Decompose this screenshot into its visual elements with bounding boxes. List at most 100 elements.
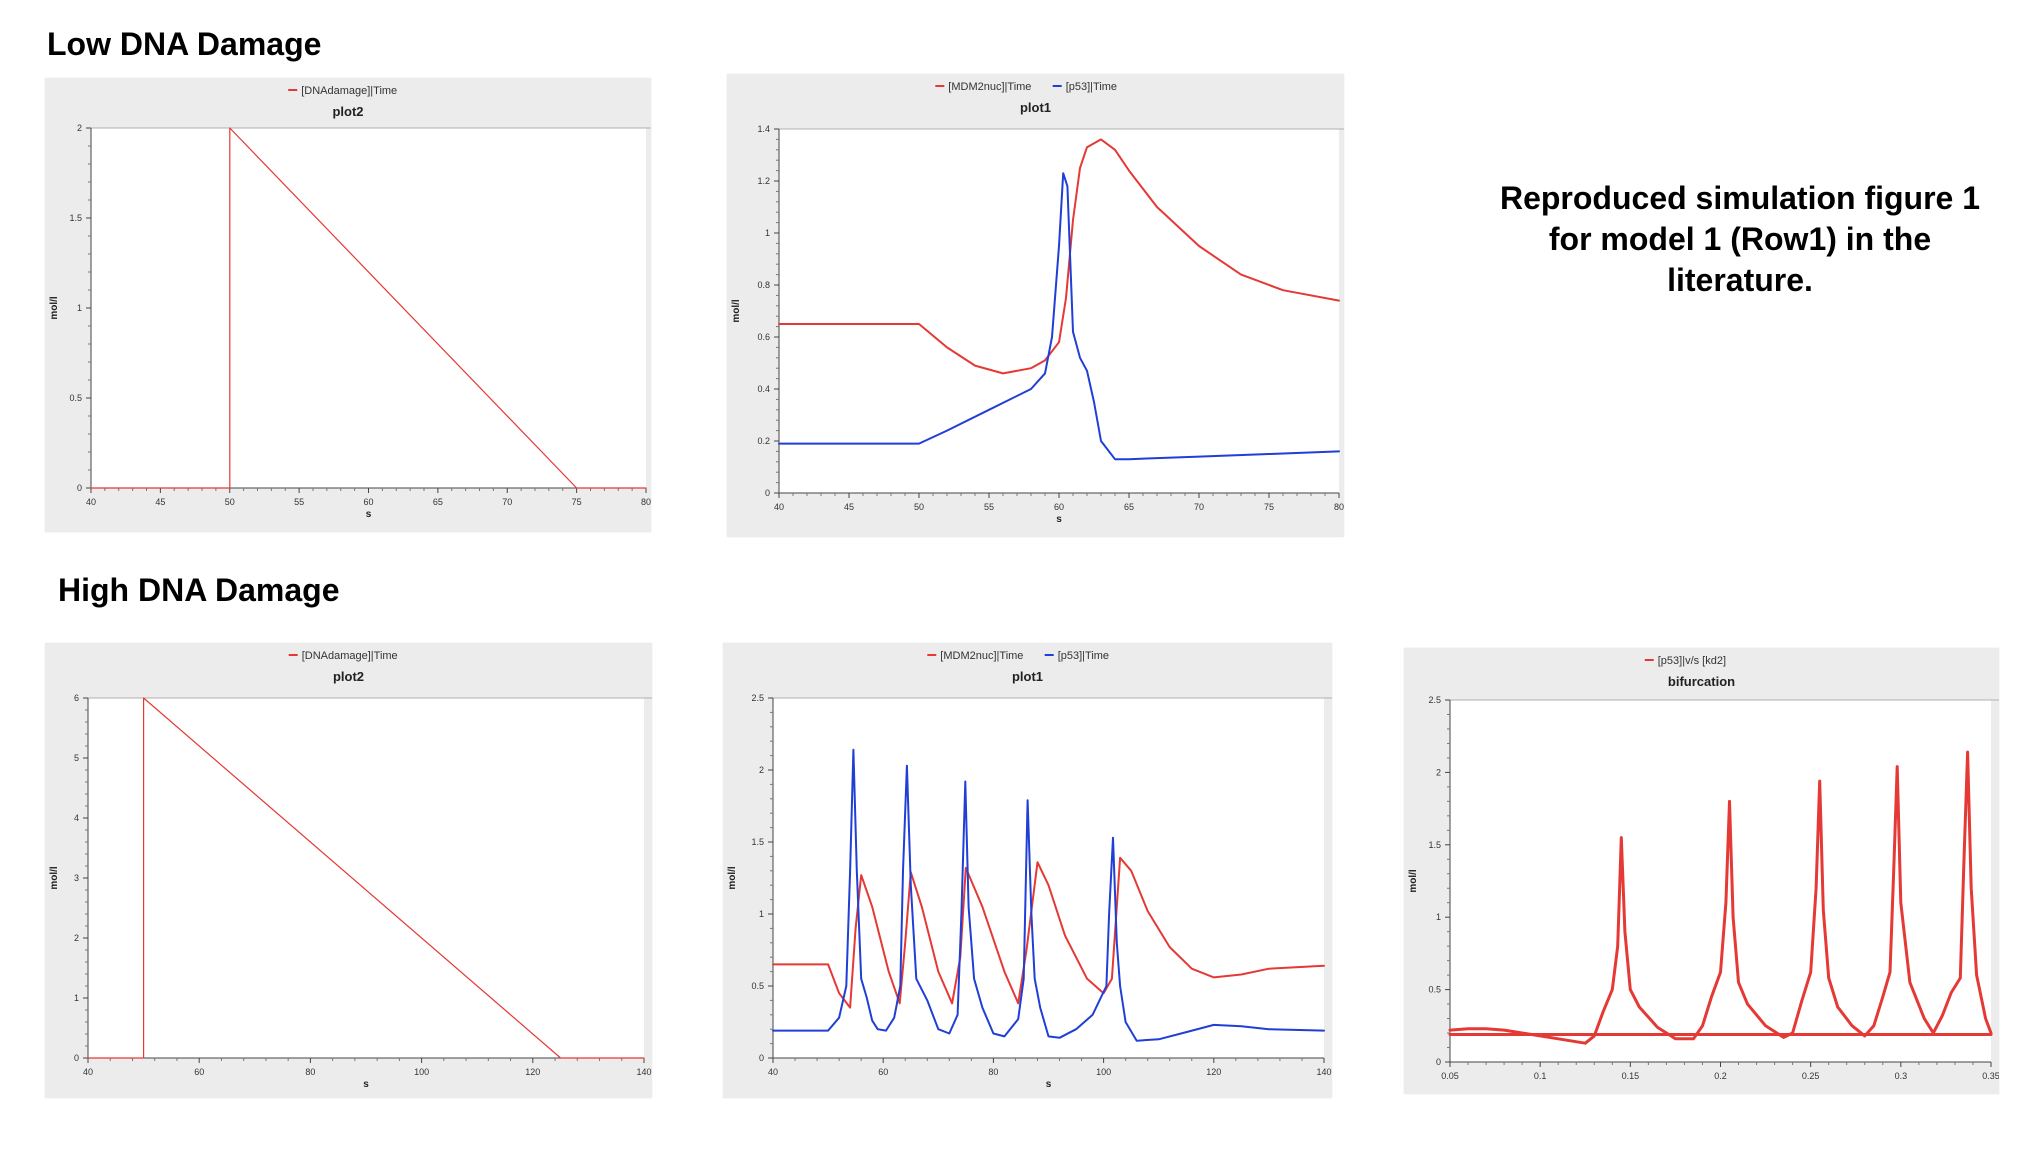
chart-high-p53-mdm2-svg: [MDM2nuc]|Time [p53]|Time plot1 0 0.5 1 1.5 2 2.… (727, 650, 1332, 1090)
low_dna-plot-area (91, 128, 646, 488)
low_p53-x-tick-label-7: 75 (1264, 502, 1274, 512)
high_p53-legend: [MDM2nuc]|Time [p53]|Time (927, 650, 1109, 662)
low_p53-x-tick-label-1: 45 (844, 502, 854, 512)
bifurcation-title: bifurcation (1668, 674, 1735, 689)
low_p53-y-tick-label-4: 0.8 (757, 280, 770, 290)
chart-high-dna-damage: [DNAdamage]|Time plot2 0 1 2 3 4 5 6 40 60 80 100 120… (45, 643, 652, 1098)
low_dna-x-tick-label-8: 80 (641, 497, 651, 507)
bifurcation-y-tick-label-4: 2 (1436, 767, 1441, 777)
low_dna-x-tick-label-1: 45 (155, 497, 165, 507)
low_dna-title: plot2 (332, 104, 363, 119)
bifurcation-x-tick-label-6: 0.35 (1982, 1071, 1999, 1081)
low_dna-series-line-0 (90, 127, 647, 489)
low_dna-y-axis-label: mol/l (49, 296, 60, 320)
bifurcation-series-line-0 (1448, 750, 1993, 1045)
high_dna-series-line-0 (87, 697, 645, 1059)
low_p53-y-tick-label-1: 0.2 (757, 436, 770, 446)
bifurcation-x-tick-label-5: 0.3 (1895, 1071, 1908, 1081)
high_p53-series-line-1 (772, 748, 1325, 1042)
high_dna-x-tick-label-1: 60 (194, 1067, 204, 1077)
low_dna-y-tick-label-4: 2 (77, 123, 82, 133)
low_p53-x-tick-label-4: 60 (1054, 502, 1064, 512)
low_dna-x-tick-label-2: 50 (225, 497, 235, 507)
low_p53-series-line-1 (778, 172, 1340, 461)
high_dna-y-tick-label-5: 5 (74, 753, 79, 763)
high_p53-y-tick-label-5: 2.5 (751, 693, 764, 703)
high_dna-legend-label-0: [DNAdamage]|Time (302, 650, 398, 662)
low_dna-x-tick-label-5: 65 (433, 497, 443, 507)
high_dna-x-axis-label: s (363, 1079, 369, 1090)
low_dna-y-tick-label-3: 1.5 (69, 213, 82, 223)
high_p53-y-tick-label-2: 1 (759, 909, 764, 919)
high_p53-plot-area (773, 698, 1324, 1058)
low_p53-x-tick-label-6: 70 (1194, 502, 1204, 512)
chart-low-dna-damage: [DNAdamage]|Time plot2 0 0.5 1 1.5 2 40 45 50 55 60… (45, 78, 651, 532)
bifurcation-x-tick-label-2: 0.15 (1622, 1071, 1640, 1081)
bifurcation-y-axis-label: mol/l (1408, 869, 1419, 893)
low_p53-y-tick-label-0: 0 (765, 488, 770, 498)
high_dna-x-tick-label-4: 120 (525, 1067, 540, 1077)
figure-note: Reproduced simulation figure 1 for model… (1430, 178, 2032, 301)
high_dna-y-axis-label: mol/l (49, 866, 60, 890)
high_dna-y-tick-label-1: 1 (74, 993, 79, 1003)
low_p53-y-tick-label-2: 0.4 (757, 384, 770, 394)
bifurcation-y-tick-label-5: 2.5 (1428, 695, 1441, 705)
bifurcation-x-tick-label-0: 0.05 (1441, 1071, 1459, 1081)
low_p53-x-tick-label-2: 50 (914, 502, 924, 512)
low_p53-x-tick-label-8: 80 (1334, 502, 1344, 512)
bifurcation-legend: [p53]|v/s [kd2] (1644, 655, 1726, 667)
bifurcation-legend-label-0: [p53]|v/s [kd2] (1658, 655, 1726, 667)
high_dna-title: plot2 (333, 669, 364, 684)
high_p53-y-tick-label-4: 2 (759, 765, 764, 775)
chart-high-dna-damage-svg: [DNAdamage]|Time plot2 0 1 2 3 4 5 6 40 60 80 100 120… (49, 650, 652, 1090)
high_p53-x-tick-label-5: 140 (1316, 1067, 1331, 1077)
high_p53-series-line-0 (772, 856, 1325, 1009)
high_p53-legend-label-0: [MDM2nuc]|Time (940, 650, 1023, 662)
high_p53-x-tick-label-4: 120 (1206, 1067, 1221, 1077)
heading-low-dna-damage: Low DNA Damage (47, 26, 322, 62)
heading-high-dna-damage: High DNA Damage (58, 572, 340, 608)
bifurcation-y-tick-label-0: 0 (1436, 1057, 1441, 1067)
bifurcation-x-tick-label-4: 0.25 (1802, 1071, 1820, 1081)
low_p53-legend: [MDM2nuc]|Time [p53]|Time (935, 81, 1117, 93)
bifurcation-plot-area (1450, 700, 1991, 1062)
high_dna-y-tick-label-0: 0 (74, 1053, 79, 1063)
bifurcation-y-tick-label-1: 0.5 (1428, 985, 1441, 995)
high_dna-y-tick-label-3: 3 (74, 873, 79, 883)
low_dna-x-tick-label-6: 70 (502, 497, 512, 507)
chart-low-p53-mdm2-svg: [MDM2nuc]|Time [p53]|Time plot1 0 0.2 0.4 0.6 0… (731, 81, 1344, 525)
low_p53-x-tick-label-3: 55 (984, 502, 994, 512)
low_dna-legend-label-0: [DNAdamage]|Time (301, 85, 397, 97)
high_p53-y-tick-label-0: 0 (759, 1053, 764, 1063)
high_p53-legend-label-1: [p53]|Time (1058, 650, 1109, 662)
low_p53-x-tick-label-5: 65 (1124, 502, 1134, 512)
low_p53-y-tick-label-6: 1.2 (757, 176, 770, 186)
low_p53-y-tick-label-3: 0.6 (757, 332, 770, 342)
high_p53-x-tick-label-3: 100 (1096, 1067, 1111, 1077)
high_p53-title: plot1 (1012, 669, 1043, 684)
chart-low-p53-mdm2: [MDM2nuc]|Time [p53]|Time plot1 0 0.2 0.4 0.6 0… (727, 74, 1344, 537)
low_p53-legend-label-1: [p53]|Time (1066, 81, 1117, 93)
high_p53-y-tick-label-3: 1.5 (751, 837, 764, 847)
low_dna-y-tick-label-2: 1 (77, 303, 82, 313)
figure-note-line-2: for model 1 (Row1) in the (1548, 221, 1932, 257)
low_p53-series-line-0 (778, 138, 1340, 375)
chart-high-p53-mdm2: [MDM2nuc]|Time [p53]|Time plot1 0 0.5 1 1.5 2 2.… (723, 643, 1332, 1098)
low_dna-x-tick-label-4: 60 (363, 497, 373, 507)
bifurcation-x-tick-label-3: 0.2 (1714, 1071, 1727, 1081)
bifurcation-y-tick-label-3: 1.5 (1428, 840, 1441, 850)
high_dna-y-tick-label-6: 6 (74, 693, 79, 703)
high_dna-y-tick-label-4: 4 (74, 813, 79, 823)
low_p53-legend-label-0: [MDM2nuc]|Time (948, 81, 1031, 93)
figure-note-line-3: literature. (1667, 262, 1813, 298)
high_p53-x-tick-label-1: 60 (878, 1067, 888, 1077)
high_p53-y-tick-label-1: 0.5 (751, 981, 764, 991)
high_p53-x-tick-label-0: 40 (768, 1067, 778, 1077)
low_p53-plot-area (779, 129, 1339, 493)
high_dna-plot-area (88, 698, 644, 1058)
bifurcation-y-tick-label-2: 1 (1436, 912, 1441, 922)
bifurcation-x-tick-label-1: 0.1 (1534, 1071, 1547, 1081)
low_p53-x-tick-label-0: 40 (774, 502, 784, 512)
chart-bifurcation: [p53]|v/s [kd2] bifurcation 0 0.5 1 1.5 2 2.5 0.… (1404, 648, 1999, 1094)
high_p53-y-axis-label: mol/l (727, 866, 738, 890)
